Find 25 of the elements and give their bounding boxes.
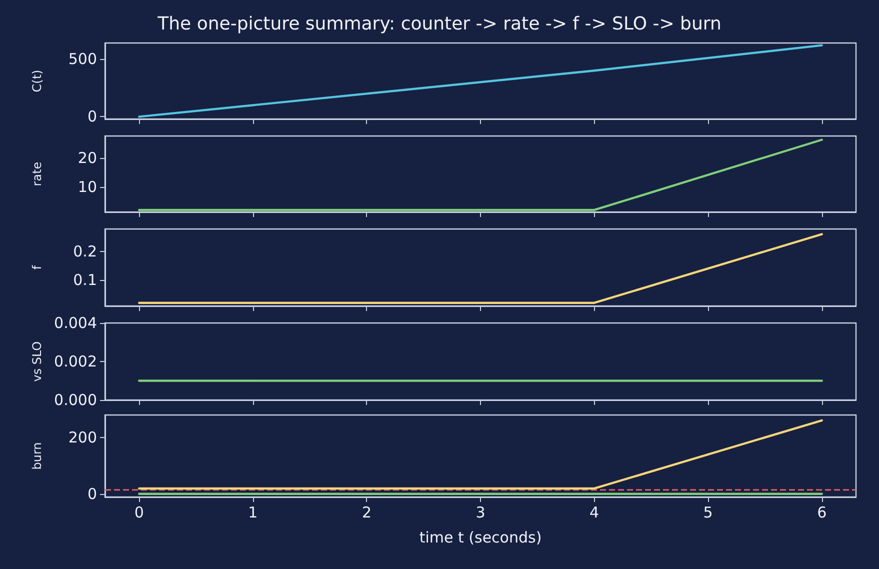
x-tick-label: 0	[134, 504, 144, 522]
x-tick-label: 6	[817, 504, 827, 522]
y-axis-title: rate	[30, 162, 44, 186]
chart-title: The one-picture summary: counter -> rate -> f -> SLO -> burn	[156, 14, 722, 34]
y-tick-label: 0.2	[73, 242, 97, 260]
y-axis-title: burn	[30, 442, 44, 470]
y-tick-label: 500	[68, 50, 97, 68]
x-tick-label: 4	[590, 504, 600, 522]
y-tick-label: 0.002	[54, 352, 97, 370]
y-tick-label: 10	[78, 178, 97, 196]
y-tick-label: 20	[78, 149, 97, 168]
x-axis-title: time t (seconds)	[419, 528, 542, 546]
x-tick-label: 3	[476, 504, 486, 522]
y-tick-label: 0.1	[73, 270, 97, 289]
y-tick-label: 0	[87, 485, 97, 504]
y-axis-title: vs SLO	[30, 341, 44, 382]
x-tick-label: 2	[362, 504, 372, 522]
x-tick-label: 5	[703, 504, 713, 522]
y-tick-label: 0	[87, 108, 97, 126]
y-tick-label: 200	[68, 428, 97, 446]
y-axis-title: C(t)	[30, 70, 44, 92]
y-axis-title: f	[30, 264, 44, 270]
y-tick-label: 0.004	[54, 314, 97, 332]
y-tick-label: 0.000	[54, 391, 97, 409]
x-tick-label: 1	[248, 504, 258, 522]
